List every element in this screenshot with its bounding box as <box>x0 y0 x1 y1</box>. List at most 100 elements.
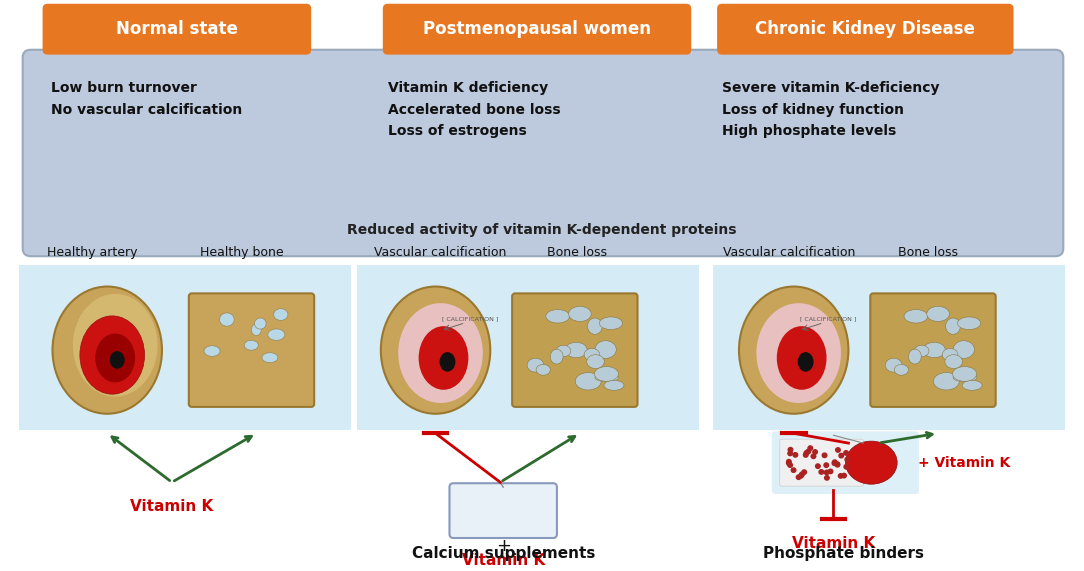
Ellipse shape <box>945 318 960 334</box>
Circle shape <box>805 449 811 455</box>
Text: Vascular calcification: Vascular calcification <box>374 246 506 259</box>
Text: Healthy artery: Healthy artery <box>47 246 138 259</box>
Text: Bone loss: Bone loss <box>898 246 958 259</box>
Ellipse shape <box>777 326 826 390</box>
Circle shape <box>824 475 830 481</box>
Text: High phosphate levels: High phosphate levels <box>722 124 896 138</box>
Ellipse shape <box>546 309 569 323</box>
Text: Reduced activity of vitamin K-dependent proteins: Reduced activity of vitamin K-dependent … <box>347 223 737 237</box>
Ellipse shape <box>953 367 977 381</box>
Text: +: + <box>495 537 511 555</box>
Circle shape <box>841 473 847 478</box>
Ellipse shape <box>886 358 902 372</box>
Circle shape <box>838 453 844 459</box>
Ellipse shape <box>953 341 975 359</box>
Text: Phosphate binders: Phosphate binders <box>763 546 924 561</box>
Circle shape <box>844 457 850 463</box>
Ellipse shape <box>380 287 490 414</box>
Ellipse shape <box>846 441 898 484</box>
Ellipse shape <box>569 307 591 321</box>
Text: [ CALCIFICATION ]: [ CALCIFICATION ] <box>800 316 856 321</box>
FancyBboxPatch shape <box>23 50 1063 256</box>
FancyBboxPatch shape <box>718 4 1014 55</box>
Ellipse shape <box>565 342 588 357</box>
Text: Postmenopausal women: Postmenopausal women <box>423 20 651 38</box>
Ellipse shape <box>588 318 603 334</box>
Ellipse shape <box>80 316 144 394</box>
Ellipse shape <box>914 345 929 357</box>
Ellipse shape <box>255 318 266 329</box>
Circle shape <box>787 451 793 456</box>
Ellipse shape <box>963 380 982 391</box>
Ellipse shape <box>953 373 977 381</box>
Text: Healthy bone: Healthy bone <box>199 246 283 259</box>
Circle shape <box>835 447 841 453</box>
Circle shape <box>790 467 797 473</box>
Ellipse shape <box>52 287 162 414</box>
Ellipse shape <box>594 367 619 381</box>
Ellipse shape <box>599 317 622 329</box>
Text: Bone loss: Bone loss <box>546 246 607 259</box>
Ellipse shape <box>595 341 616 359</box>
Circle shape <box>786 459 791 465</box>
Circle shape <box>803 452 809 458</box>
FancyBboxPatch shape <box>18 265 351 431</box>
Circle shape <box>786 460 791 466</box>
Circle shape <box>831 459 838 465</box>
Circle shape <box>801 469 808 475</box>
Ellipse shape <box>551 349 563 364</box>
Text: Normal state: Normal state <box>116 20 237 38</box>
Ellipse shape <box>537 364 551 375</box>
Ellipse shape <box>957 317 981 329</box>
Circle shape <box>808 445 813 451</box>
Text: Vitamin K deficiency: Vitamin K deficiency <box>388 81 547 95</box>
Circle shape <box>787 462 793 468</box>
Text: Vitamin K: Vitamin K <box>462 553 545 568</box>
Text: Chronic Kidney Disease: Chronic Kidney Disease <box>756 20 976 38</box>
FancyBboxPatch shape <box>357 265 699 431</box>
Ellipse shape <box>109 351 125 369</box>
Ellipse shape <box>219 313 234 326</box>
Circle shape <box>824 469 829 476</box>
Text: Severe vitamin K-deficiency: Severe vitamin K-deficiency <box>722 81 940 95</box>
Circle shape <box>827 468 834 475</box>
FancyBboxPatch shape <box>772 431 919 494</box>
Ellipse shape <box>924 342 945 357</box>
Ellipse shape <box>576 372 602 390</box>
Circle shape <box>815 463 821 469</box>
Circle shape <box>831 460 838 466</box>
Text: [ CALCIFICATION ]: [ CALCIFICATION ] <box>442 316 499 321</box>
Ellipse shape <box>273 309 288 320</box>
Ellipse shape <box>595 373 619 381</box>
Ellipse shape <box>908 349 921 364</box>
Circle shape <box>835 462 840 468</box>
Text: Vitamin K: Vitamin K <box>130 499 214 514</box>
Ellipse shape <box>933 372 959 390</box>
Ellipse shape <box>586 355 604 368</box>
Circle shape <box>799 471 805 477</box>
Text: Loss of estrogens: Loss of estrogens <box>388 124 527 138</box>
Text: Calcium: Calcium <box>469 503 537 518</box>
FancyBboxPatch shape <box>383 4 692 55</box>
Circle shape <box>843 464 849 470</box>
Text: + Vitamin K: + Vitamin K <box>918 456 1010 470</box>
Ellipse shape <box>942 348 958 361</box>
Circle shape <box>812 449 818 455</box>
Ellipse shape <box>739 287 849 414</box>
Text: Calcium supplements: Calcium supplements <box>412 546 595 561</box>
Ellipse shape <box>927 307 950 321</box>
Ellipse shape <box>527 358 544 372</box>
Ellipse shape <box>251 324 261 336</box>
FancyBboxPatch shape <box>779 439 863 486</box>
Ellipse shape <box>262 353 278 363</box>
Ellipse shape <box>268 329 285 340</box>
Ellipse shape <box>244 340 258 350</box>
Ellipse shape <box>439 352 455 372</box>
Text: Loss of kidney function: Loss of kidney function <box>722 103 904 116</box>
FancyBboxPatch shape <box>189 293 314 407</box>
Circle shape <box>818 469 824 475</box>
FancyBboxPatch shape <box>713 265 1066 431</box>
Circle shape <box>835 461 840 467</box>
FancyBboxPatch shape <box>870 293 996 407</box>
Ellipse shape <box>798 352 814 372</box>
